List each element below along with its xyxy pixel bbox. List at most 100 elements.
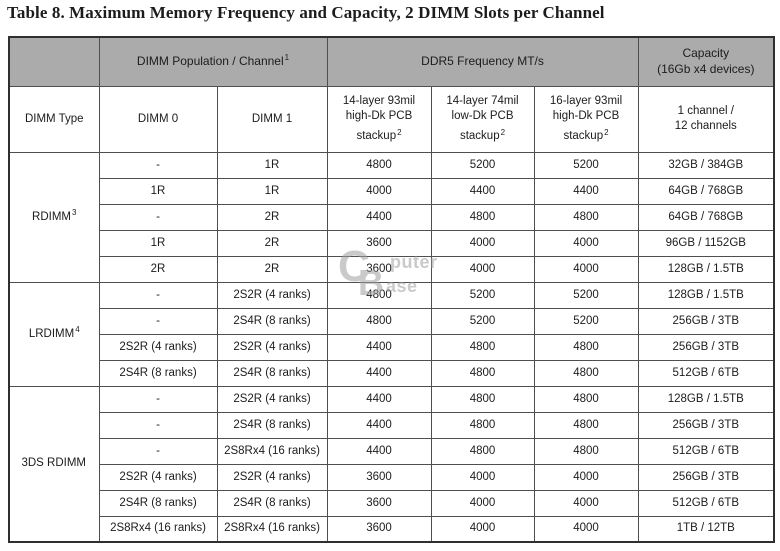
table-cell: 2S4R (8 ranks) [216, 489, 328, 517]
table-cell: 3600 [326, 463, 432, 491]
table-cell: 1R [98, 177, 218, 205]
stackup-b-line2: low-Dk PCB [451, 109, 514, 122]
table-cell: 3600 [326, 229, 432, 257]
table-cell: 4400 [326, 385, 432, 413]
table-cell: 4800 [430, 411, 535, 439]
table-cell: 2S4R (8 ranks) [98, 359, 218, 387]
table-row: 2S4R (8 ranks) 2S4R (8 ranks) 3600 4000 4000… [9, 489, 775, 517]
corner-cell [8, 36, 100, 87]
stackup-b-header: 14-layer 74mil low-Dk PCB stackup2 [430, 85, 535, 153]
table-cell: 4800 [533, 437, 639, 465]
table-cell: 1R [216, 177, 328, 205]
table-cell: 2S4R (8 ranks) [216, 359, 328, 387]
table-cell: 64GB / 768GB [637, 203, 775, 231]
footnote-1-marker: 1 [284, 52, 290, 62]
stackup-a-line2: high-Dk PCB [345, 109, 413, 122]
dimm-type-cell: RDIMM3 [8, 151, 100, 283]
stackup-a-line3: stackup2 [356, 127, 402, 143]
table-cell: 4400 [430, 177, 535, 205]
table-cell: 2S8Rx4 (16 ranks) [216, 515, 328, 543]
table-cell: 4000 [430, 229, 535, 257]
table-cell: 4000 [326, 177, 432, 205]
table-cell: - [98, 281, 218, 309]
table-cell: 2S8Rx4 (16 ranks) [98, 515, 218, 543]
header-row-groups: DIMM Population / Channel1 DDR5 Frequenc… [8, 36, 775, 87]
footnote-marker: 4 [75, 324, 80, 334]
table-cell: 2S4R (8 ranks) [216, 411, 328, 439]
stackup-c-header: 16-layer 93mil high-Dk PCB stackup2 [533, 85, 639, 153]
table-cell: 1TB / 12TB [637, 515, 775, 543]
table-cell: 2R [216, 255, 328, 283]
table-cell: 2S4R (8 ranks) [216, 307, 328, 335]
footnote-marker: 3 [72, 207, 77, 217]
channels-header: 1 channel / 12 channels [637, 85, 775, 153]
table-cell: 4400 [326, 203, 432, 231]
channels-line1: 1 channel / [677, 105, 734, 118]
capacity-header: Capacity (16Gb x4 devices) [637, 36, 775, 87]
dimm-type-cell: LRDIMM4 [8, 281, 100, 387]
table-cell: 4800 [430, 359, 535, 387]
table-cell: 4000 [533, 489, 639, 517]
table-cell: 32GB / 384GB [637, 151, 775, 179]
table-cell: 4800 [533, 359, 639, 387]
table-cell: 256GB / 3TB [637, 307, 775, 335]
table-cell: 3600 [326, 515, 432, 543]
table-cell: 128GB / 1.5TB [637, 255, 775, 283]
table-row: 1R 2R 3600 4000 4000 96GB / 1152GB [9, 229, 775, 257]
table-cell: 1R [216, 151, 328, 179]
table-cell: 512GB / 6TB [637, 359, 775, 387]
table-row: -2S4R (8 ranks) 4400 4800 4800 256GB / 3TB [9, 411, 775, 439]
table-row: -2S4R (8 ranks) 4800 5200 5200 256GB / 3TB [9, 307, 775, 335]
table-cell: 2S8Rx4 (16 ranks) [216, 437, 328, 465]
table-row: -2R 4400 4800 4800 64GB / 768GB [9, 203, 775, 231]
dimm-type-label: 3DS RDIMM [21, 457, 87, 470]
table-cell: 2S2R (4 ranks) [98, 333, 218, 361]
table-cell: - [98, 385, 218, 413]
dimm-type-header: DIMM Type [8, 85, 100, 153]
table-cell: 512GB / 6TB [637, 437, 775, 465]
table-cell: 4400 [533, 177, 639, 205]
table-cell: 4800 [533, 333, 639, 361]
table-cell: 2S2R (4 ranks) [216, 463, 328, 491]
table-cell: 4000 [430, 489, 535, 517]
table-cell: 4400 [326, 437, 432, 465]
dimm-population-label: DIMM Population / Channel [136, 53, 284, 68]
table-cell: 4800 [533, 203, 639, 231]
table-cell: 4400 [326, 333, 432, 361]
table-cell: 512GB / 6TB [637, 489, 775, 517]
table-cell: 5200 [533, 307, 639, 335]
table-cell: 128GB / 1.5TB [637, 385, 775, 413]
table-row: 1R 1R 4000 4400 4400 64GB / 768GB [9, 177, 775, 205]
stackup-c-line3: stackup2 [563, 127, 609, 143]
table-cell: - [98, 151, 218, 179]
table-cell: 4000 [430, 255, 535, 283]
stackup-a-line1: 14-layer 93mil [342, 94, 416, 107]
stackup-a-header: 14-layer 93mil high-Dk PCB stackup2 [326, 85, 432, 153]
table-cell: 4800 [533, 385, 639, 413]
table-row: RDIMM3-1R 4800 5200 5200 32GB / 384GB [8, 151, 775, 283]
table-cell: 2S2R (4 ranks) [216, 281, 328, 309]
channels-line2: 12 channels [674, 120, 737, 132]
dimm-type-label: RDIMM [32, 210, 71, 223]
table-row: 2S2R (4 ranks) 2S2R (4 ranks) 4400 4800 4800… [9, 333, 775, 361]
table-cell: - [98, 203, 218, 231]
dimm0-header: DIMM 0 [98, 85, 218, 153]
table-cell: 4800 [326, 151, 432, 179]
table-cell: 2S2R (4 ranks) [98, 463, 218, 491]
table-cell: 2S4R (8 ranks) [98, 489, 218, 517]
table-cell: 1R [98, 229, 218, 257]
table-cell: 4800 [326, 281, 432, 309]
table-cell: 256GB / 3TB [637, 411, 775, 439]
table-row: 2S4R (8 ranks) 2S4R (8 ranks) 4400 4800 4800… [9, 359, 775, 387]
table-cell: 4000 [430, 515, 535, 543]
table-cell: 4000 [533, 515, 639, 543]
table-cell: 3600 [326, 489, 432, 517]
header-row-columns: DIMM Type DIMM 0 DIMM 1 14-layer 93mil h… [8, 85, 775, 153]
table-cell: 2S2R (4 ranks) [216, 333, 328, 361]
table-row: 2S2R (4 ranks) 2S2R (4 ranks) 3600 4000 4000… [9, 463, 775, 491]
table-cell: 256GB / 3TB [637, 463, 775, 491]
stackup-b-line3: stackup2 [459, 127, 506, 143]
table-cell: 2R [216, 203, 328, 231]
table-cell: 2R [216, 229, 328, 257]
table-cell: 5200 [533, 281, 639, 309]
